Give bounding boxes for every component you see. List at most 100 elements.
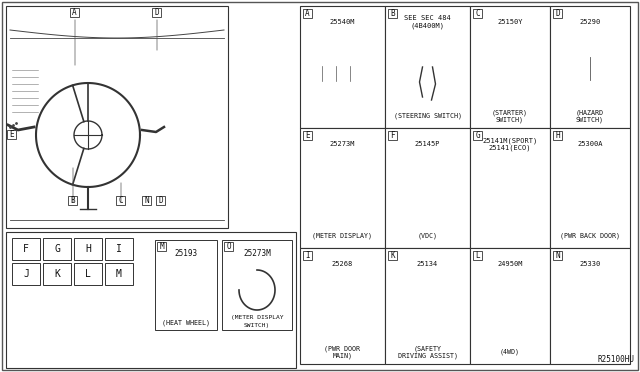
Bar — [328, 294, 356, 324]
Bar — [12, 238, 40, 260]
Bar — [222, 240, 292, 330]
Bar — [174, 151, 188, 161]
Bar — [553, 9, 562, 18]
Bar — [415, 50, 438, 64]
Text: K: K — [390, 251, 395, 260]
Circle shape — [488, 289, 532, 333]
Text: C: C — [118, 196, 123, 205]
Circle shape — [500, 62, 520, 82]
Text: 25290: 25290 — [579, 19, 600, 25]
Text: N: N — [144, 196, 149, 205]
Bar — [326, 175, 355, 201]
Bar — [553, 131, 562, 140]
Bar — [576, 307, 588, 317]
Bar — [303, 131, 312, 140]
Bar — [168, 265, 182, 283]
Bar — [550, 248, 630, 364]
Bar — [10, 65, 40, 120]
Text: M: M — [159, 242, 164, 251]
Bar — [6, 6, 228, 228]
Bar — [410, 87, 445, 105]
Bar — [152, 8, 161, 17]
Bar — [156, 151, 170, 161]
Bar — [303, 9, 312, 18]
Bar — [43, 263, 71, 285]
Bar — [303, 251, 312, 260]
Text: I: I — [116, 244, 122, 254]
Text: F: F — [23, 244, 29, 254]
Bar — [388, 251, 397, 260]
Text: (VDC): (VDC) — [417, 233, 438, 239]
Bar — [300, 6, 385, 128]
Text: (STARTER)
SWITCH): (STARTER) SWITCH) — [492, 109, 528, 123]
Bar — [156, 165, 170, 175]
Text: 25273M: 25273M — [330, 141, 355, 147]
Bar — [573, 172, 607, 214]
Bar — [326, 203, 355, 211]
Bar — [326, 172, 360, 214]
Text: H: H — [85, 244, 91, 254]
Text: L: L — [85, 269, 91, 279]
Bar — [10, 135, 30, 144]
Text: J: J — [23, 269, 29, 279]
Text: O: O — [226, 242, 231, 251]
Text: (SAFETY
DRIVING ASSIST): (SAFETY DRIVING ASSIST) — [397, 345, 458, 359]
Text: A: A — [305, 9, 310, 18]
Text: D: D — [555, 9, 560, 18]
Bar — [498, 201, 522, 211]
Circle shape — [502, 303, 518, 319]
Text: K: K — [54, 269, 60, 279]
Bar — [550, 6, 630, 128]
Text: F: F — [390, 131, 395, 140]
Bar — [10, 147, 30, 156]
Text: (METER DISPLAY): (METER DISPLAY) — [312, 233, 372, 239]
Bar — [404, 189, 410, 197]
Bar — [12, 263, 40, 285]
Bar — [43, 238, 71, 260]
Text: 24950M: 24950M — [497, 261, 523, 267]
Bar — [326, 290, 360, 332]
Text: 25141M(SPORT)
25141(ECO): 25141M(SPORT) 25141(ECO) — [483, 137, 538, 151]
Bar — [10, 159, 30, 168]
Bar — [502, 66, 518, 78]
Text: M: M — [116, 269, 122, 279]
Bar — [470, 6, 550, 128]
Bar — [319, 189, 326, 197]
Text: 25145P: 25145P — [415, 141, 440, 147]
Text: A: A — [72, 8, 77, 17]
Circle shape — [590, 299, 610, 319]
Bar — [388, 131, 397, 140]
Bar — [68, 196, 77, 205]
Text: (4WD): (4WD) — [500, 349, 520, 355]
Bar — [101, 121, 111, 129]
Text: (PWR BACK DOOR): (PWR BACK DOOR) — [560, 233, 620, 239]
Bar — [168, 286, 182, 296]
Text: H: H — [555, 131, 560, 140]
Bar — [10, 183, 30, 192]
Text: 25330: 25330 — [579, 261, 600, 267]
Bar — [192, 165, 206, 175]
Text: (HAZARD
SWITCH): (HAZARD SWITCH) — [576, 109, 604, 123]
Bar — [116, 196, 125, 205]
Text: D: D — [158, 196, 163, 205]
Bar — [413, 176, 442, 206]
Text: B: B — [390, 9, 395, 18]
Bar — [74, 263, 102, 285]
Text: 25300A: 25300A — [577, 141, 603, 147]
Bar — [70, 8, 79, 17]
Bar — [142, 196, 151, 205]
Text: SWITCH): SWITCH) — [244, 323, 270, 327]
Text: R25100HU: R25100HU — [597, 355, 634, 364]
Text: (HEAT WHEEL): (HEAT WHEEL) — [162, 320, 210, 326]
Circle shape — [495, 296, 525, 326]
Text: G: G — [475, 131, 480, 140]
Text: E: E — [305, 131, 310, 140]
Bar — [7, 130, 16, 139]
Bar — [385, 6, 470, 128]
Bar — [224, 242, 233, 251]
Bar — [300, 128, 385, 248]
Bar — [567, 189, 573, 197]
Bar — [148, 103, 218, 125]
Bar — [492, 185, 496, 197]
Text: N: N — [555, 251, 560, 260]
